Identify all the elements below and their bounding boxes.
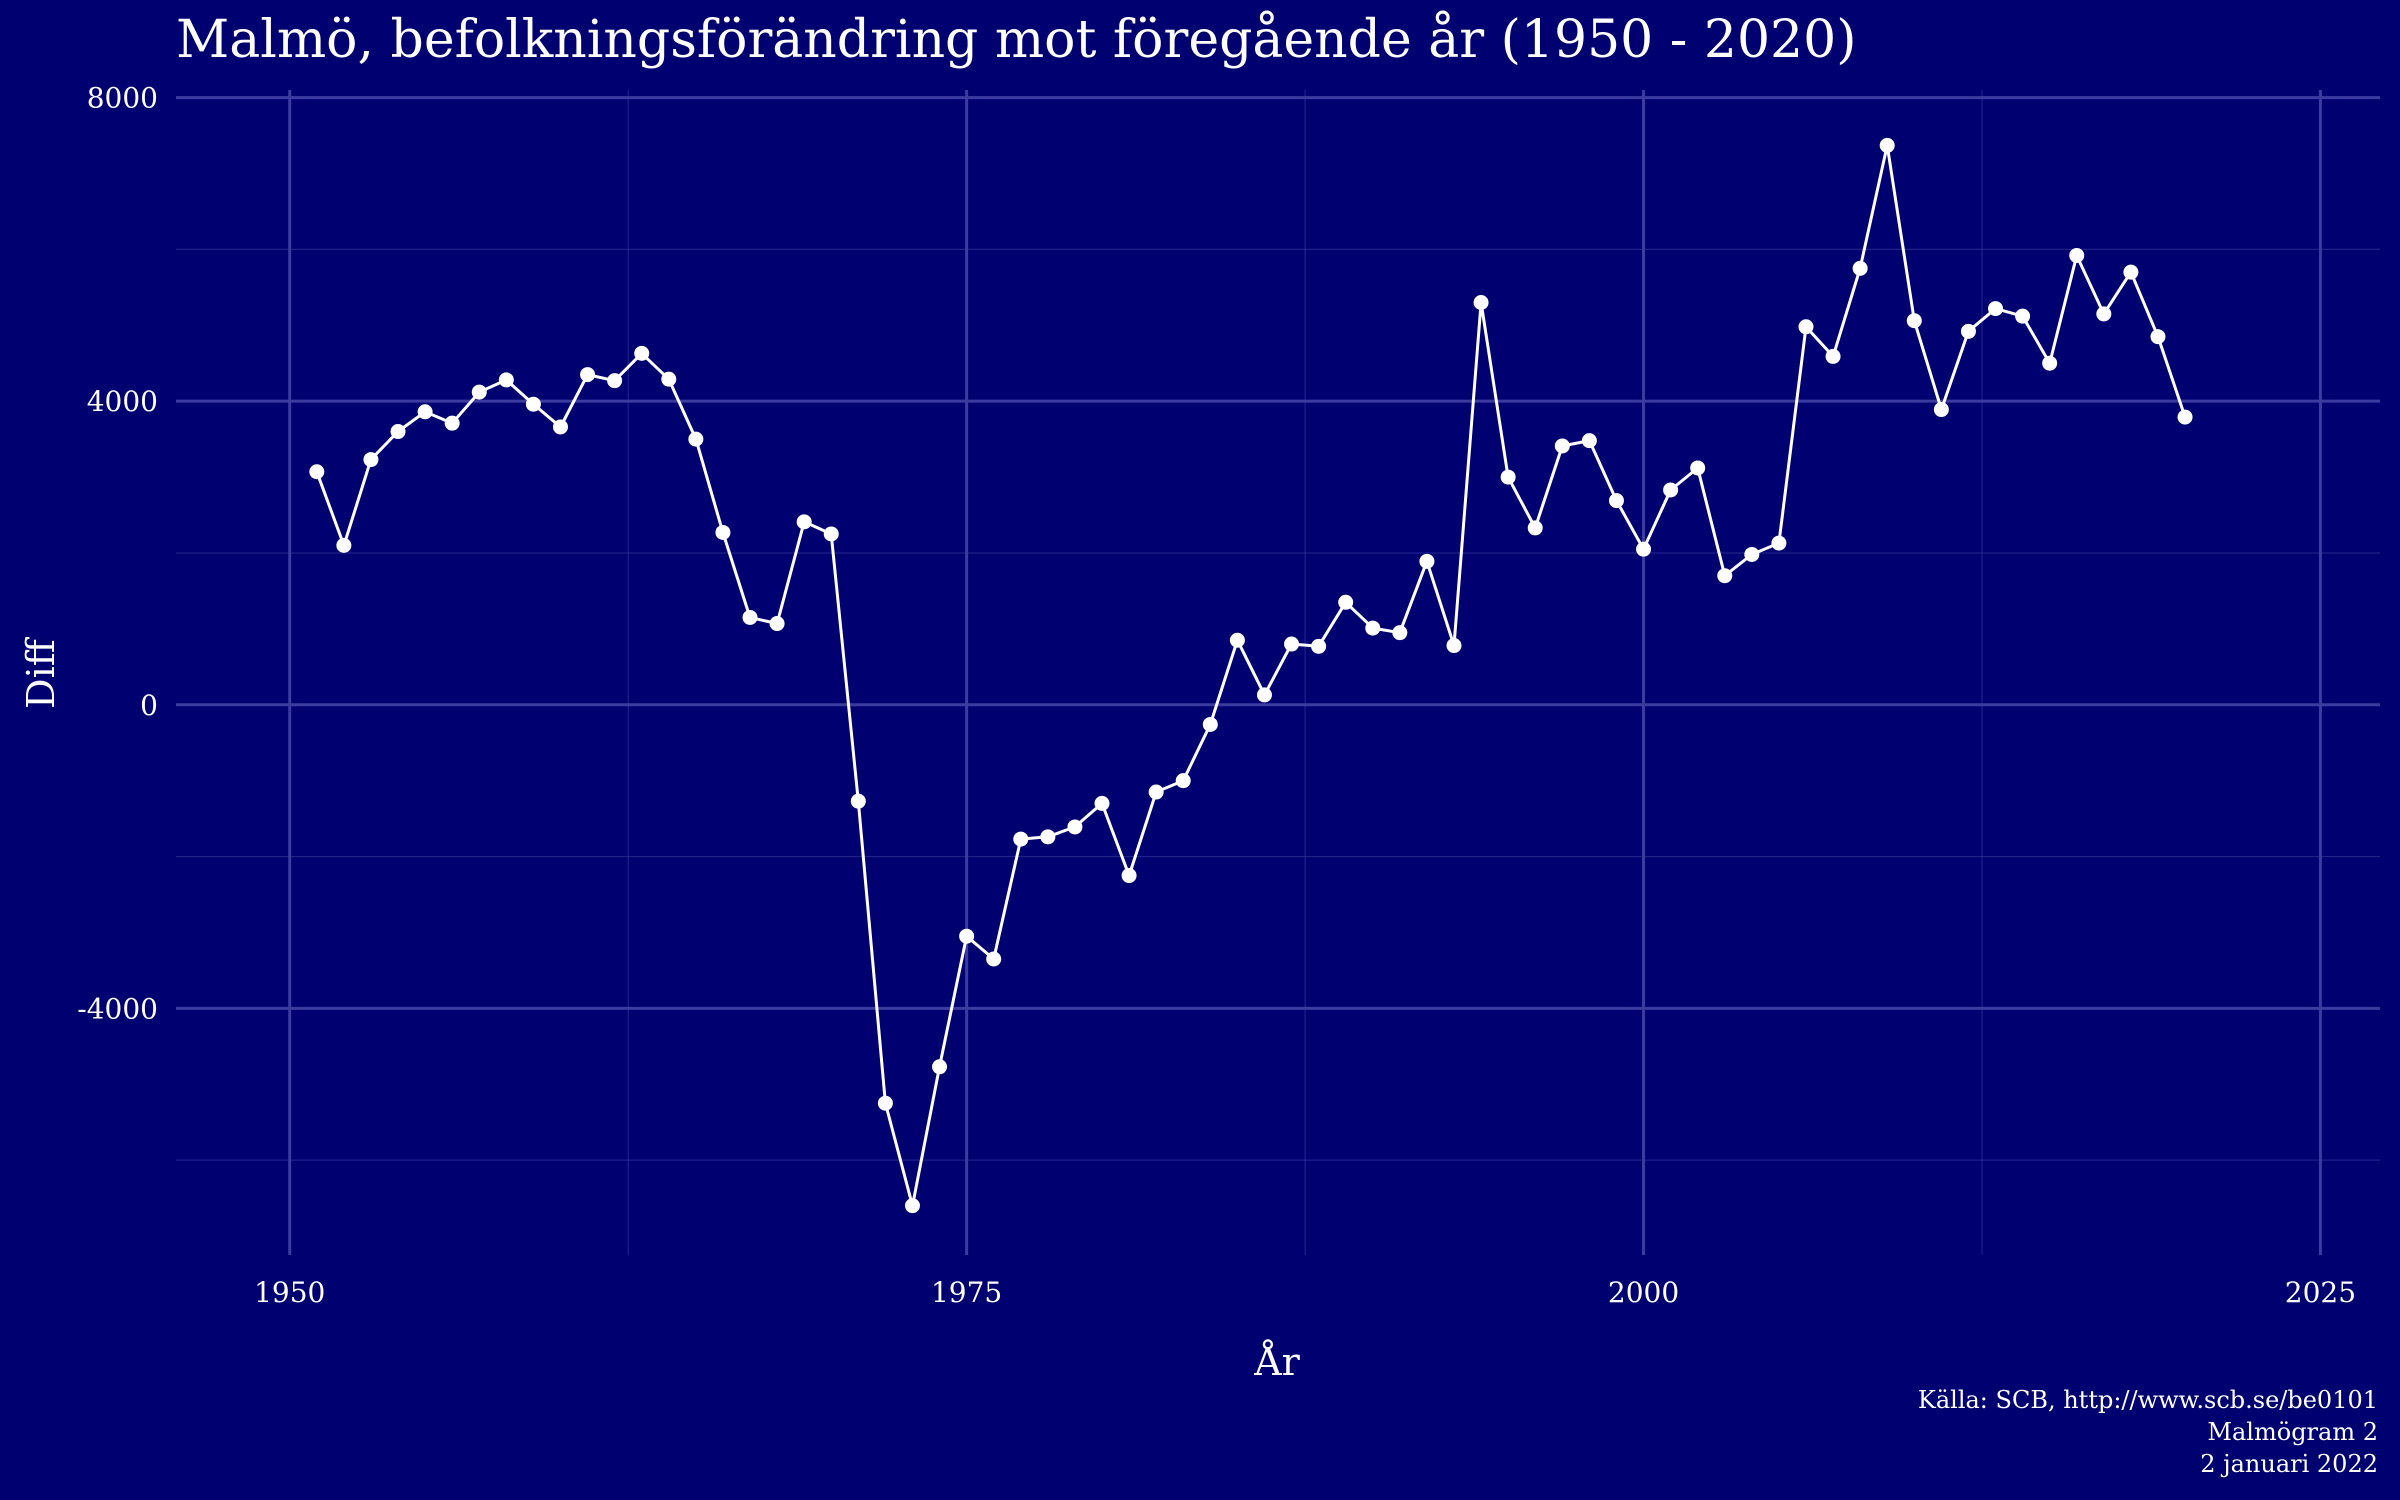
data-point <box>1771 535 1787 551</box>
data-point <box>1067 819 1083 835</box>
data-point <box>1446 638 1462 654</box>
data-point <box>2015 308 2031 324</box>
data-point <box>363 452 379 468</box>
data-point <box>1121 868 1137 884</box>
data-series <box>309 137 2193 1214</box>
data-point <box>1608 493 1624 509</box>
x-tick-label: 1975 <box>931 1276 1002 1309</box>
data-point <box>1175 773 1191 789</box>
y-axis-title: Diff <box>19 636 63 709</box>
data-point <box>1148 784 1164 800</box>
data-point <box>1311 638 1327 654</box>
data-point <box>2042 355 2058 371</box>
data-point <box>1663 482 1679 498</box>
data-point <box>2177 409 2193 425</box>
data-point <box>471 384 487 400</box>
data-point <box>986 951 1002 967</box>
x-tick-label: 2025 <box>2285 1276 2356 1309</box>
data-point <box>1419 553 1435 569</box>
data-point <box>932 1059 948 1075</box>
data-point <box>580 367 596 383</box>
data-point <box>1094 795 1110 811</box>
y-tick-label: 4000 <box>87 385 158 418</box>
data-point <box>444 415 460 431</box>
data-point <box>2123 264 2139 280</box>
data-point <box>1690 460 1706 476</box>
data-point <box>715 524 731 540</box>
data-point <box>1202 716 1218 732</box>
x-tick-label: 2000 <box>1608 1276 1679 1309</box>
data-point <box>661 371 677 387</box>
data-point <box>634 345 650 361</box>
data-point <box>1906 313 1922 329</box>
data-point <box>417 404 433 420</box>
data-point <box>1744 546 1760 562</box>
caption-date: 2 januari 2022 <box>2200 1450 2378 1478</box>
data-point <box>1013 831 1029 847</box>
data-point <box>742 609 758 625</box>
data-point <box>1500 469 1516 485</box>
data-point <box>850 793 866 809</box>
data-point <box>1960 323 1976 339</box>
data-point <box>2096 306 2112 322</box>
data-point <box>309 464 325 480</box>
data-point <box>1284 636 1300 652</box>
chart-title: Malmö, befolkningsförändring mot föregåe… <box>176 10 1857 70</box>
data-point <box>607 373 623 389</box>
data-point <box>877 1095 893 1111</box>
data-point <box>1852 260 1868 276</box>
data-point <box>1798 319 1814 335</box>
data-point <box>1392 625 1408 641</box>
y-tick-label: -4000 <box>77 992 158 1025</box>
data-point <box>1040 829 1056 845</box>
grid-lines <box>176 90 2380 1255</box>
y-tick-label: 0 <box>140 689 158 722</box>
caption-publication: Malmögram 2 <box>2207 1418 2378 1446</box>
data-point <box>1636 541 1652 557</box>
data-point <box>1879 137 1895 153</box>
data-point <box>1581 433 1597 449</box>
data-point <box>1365 620 1381 636</box>
x-axis-title: År <box>1253 1340 1300 1384</box>
data-point <box>1988 301 2004 317</box>
tick-labels: 1950 1975 2000 2025 -4000 0 4000 8000 <box>77 82 2356 1309</box>
data-point <box>390 424 406 440</box>
caption-source: Källa: SCB, http://www.scb.se/be0101 <box>1917 1386 2378 1414</box>
data-point <box>498 372 514 388</box>
data-point <box>2150 329 2166 345</box>
data-point <box>823 526 839 542</box>
x-tick-label: 1950 <box>254 1276 325 1309</box>
data-point <box>336 537 352 553</box>
data-point <box>525 396 541 412</box>
data-point <box>1554 438 1570 454</box>
y-tick-label: 8000 <box>87 82 158 115</box>
data-point <box>552 419 568 435</box>
data-point <box>1825 348 1841 364</box>
data-point <box>959 928 975 944</box>
data-point <box>1256 687 1272 703</box>
data-point <box>1717 568 1733 584</box>
data-point <box>688 431 704 447</box>
data-point <box>769 616 785 632</box>
data-point <box>1527 520 1543 536</box>
data-point <box>796 514 812 530</box>
data-point <box>1229 632 1245 648</box>
data-point <box>904 1198 920 1214</box>
data-point <box>1473 295 1489 311</box>
series-line <box>315 143 2187 1208</box>
source-caption: Källa: SCB, http://www.scb.se/be0101 Mal… <box>1918 1384 2378 1480</box>
data-point <box>2069 247 2085 263</box>
data-point <box>1933 402 1949 418</box>
data-point <box>1338 594 1354 610</box>
